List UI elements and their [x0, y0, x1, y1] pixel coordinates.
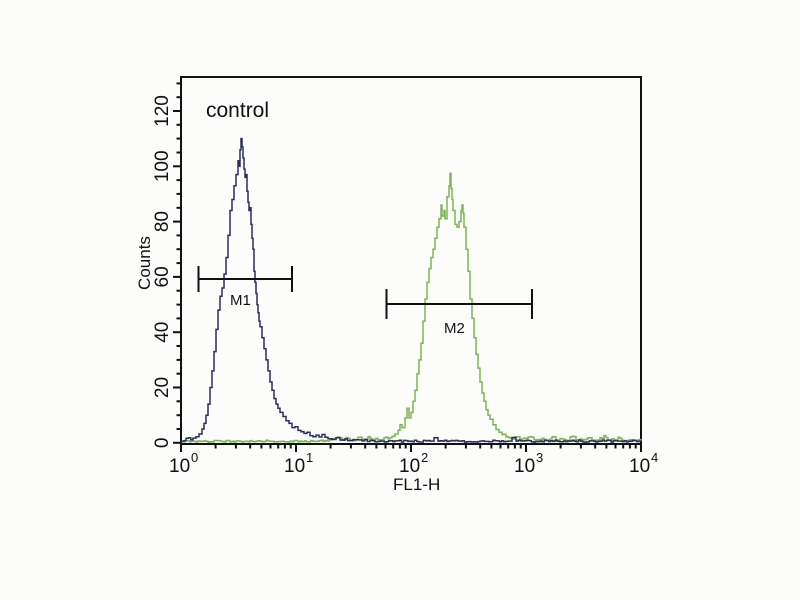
- svg-text:Counts: Counts: [135, 236, 154, 290]
- svg-text:10: 10: [284, 456, 305, 477]
- svg-text:20: 20: [152, 377, 173, 398]
- svg-text:80: 80: [152, 211, 173, 232]
- svg-text:120: 120: [152, 95, 173, 127]
- svg-text:10: 10: [169, 456, 190, 477]
- svg-text:3: 3: [536, 450, 543, 465]
- svg-text:100: 100: [152, 150, 173, 182]
- svg-text:1: 1: [306, 450, 313, 465]
- svg-text:FL1-H: FL1-H: [393, 475, 440, 494]
- svg-text:40: 40: [152, 322, 173, 343]
- svg-text:control: control: [206, 99, 269, 122]
- svg-text:0: 0: [152, 438, 173, 449]
- svg-text:M1: M1: [230, 292, 251, 309]
- svg-text:4: 4: [651, 450, 658, 465]
- svg-text:10: 10: [399, 456, 420, 477]
- svg-text:10: 10: [514, 456, 535, 477]
- svg-text:2: 2: [421, 450, 428, 465]
- svg-text:M2: M2: [444, 320, 465, 337]
- svg-text:10: 10: [629, 456, 650, 477]
- svg-text:60: 60: [152, 266, 173, 287]
- svg-text:0: 0: [191, 450, 198, 465]
